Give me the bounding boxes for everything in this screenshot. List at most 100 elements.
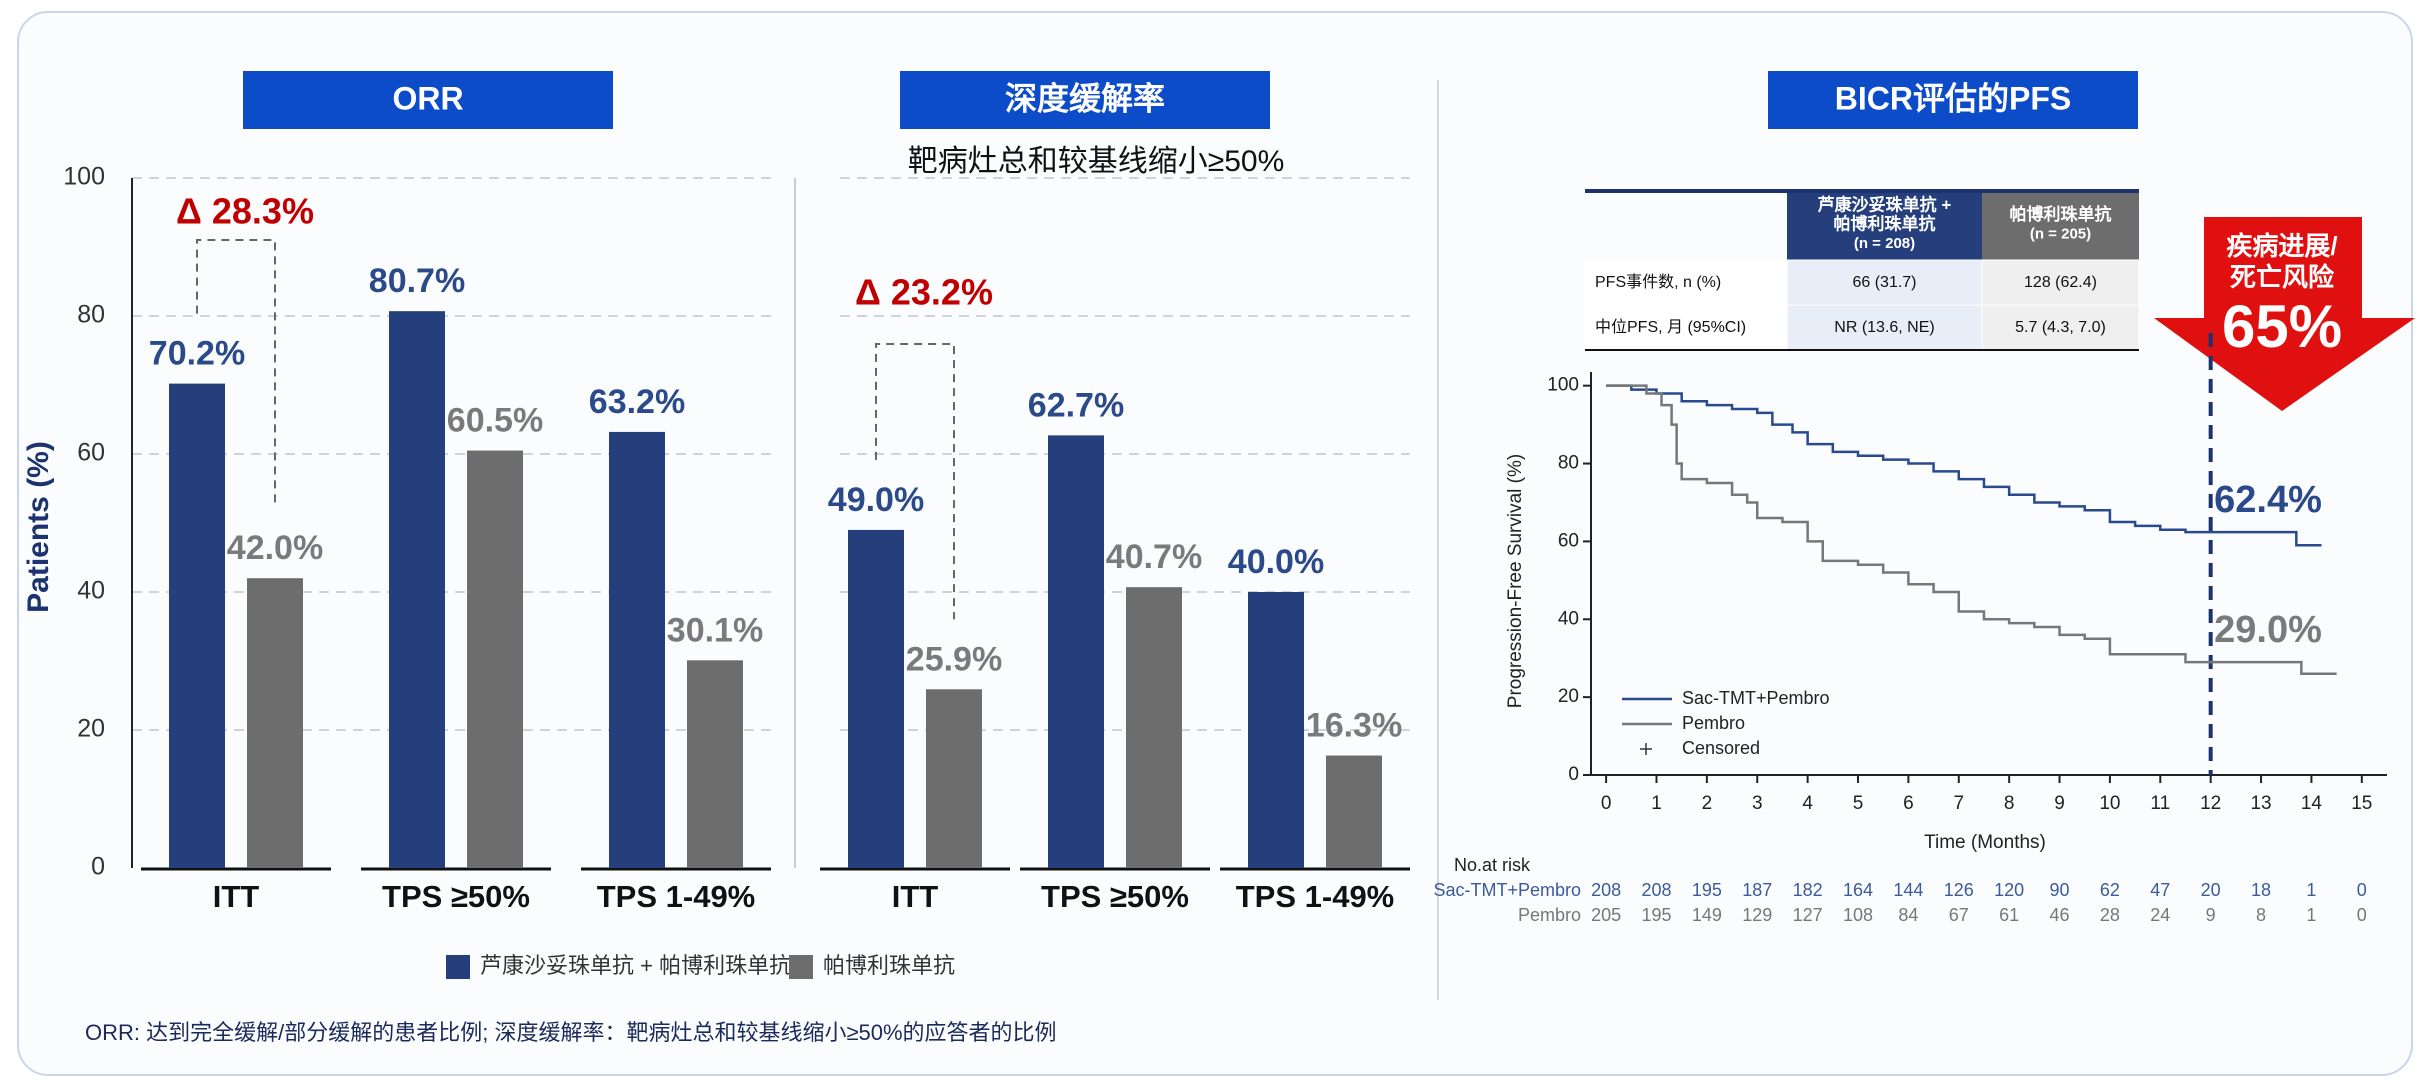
value-label: 40.7% — [1106, 538, 1202, 576]
x-tick-label: 8 — [2004, 793, 2015, 814]
x-tick-label: 15 — [2351, 793, 2372, 814]
risk-count: 46 — [2050, 905, 2070, 925]
table-text: 5.7 (4.3, 7.0) — [2015, 319, 2106, 336]
bar — [1126, 587, 1182, 868]
title-box — [1768, 71, 2138, 129]
bar — [1326, 755, 1382, 868]
risk-count: 187 — [1742, 880, 1772, 900]
risk-name: Pembro — [1518, 905, 1581, 925]
delta-bracket — [196, 239, 276, 509]
risk-count: 182 — [1793, 880, 1823, 900]
x-tick-label: 13 — [2250, 793, 2271, 814]
x-tick-label: TPS 1-49% — [1236, 879, 1395, 914]
value-label: 16.3% — [1306, 707, 1402, 745]
y-tick-label: 100 — [1547, 375, 1579, 396]
bar — [926, 689, 982, 868]
legend-label: 帕博利珠单抗 — [823, 953, 955, 978]
x-axis-label: Time (Months) — [1924, 832, 2046, 853]
y-tick-label: 60 — [1558, 530, 1579, 551]
callout-arrow — [2154, 217, 2415, 411]
legend-label: Pembro — [1682, 713, 1745, 733]
table-header-cell — [1787, 191, 1982, 260]
bar — [169, 383, 225, 868]
bar — [1048, 435, 1104, 868]
risk-count: 144 — [1893, 880, 1923, 900]
risk-count: 67 — [1949, 905, 1969, 925]
risk-count: 108 — [1843, 905, 1873, 925]
y-tick-label: 0 — [1568, 764, 1579, 785]
risk-count: 126 — [1944, 880, 1974, 900]
risk-count: 62 — [2100, 880, 2120, 900]
x-tick-label: 11 — [2150, 793, 2170, 814]
table-header-cell — [1982, 191, 2139, 260]
risk-count: 90 — [2050, 880, 2070, 900]
y-tick-label: 60 — [77, 439, 105, 467]
y-tick-label: 40 — [1558, 608, 1579, 629]
risk-count: 1 — [2306, 880, 2316, 900]
x-tick-label: 7 — [1953, 793, 1964, 814]
x-tick-label: ITT — [892, 879, 939, 914]
legend-label: Censored — [1682, 738, 1760, 758]
value-label: 63.2% — [589, 383, 685, 421]
value-label: 25.9% — [906, 640, 1002, 678]
table-cell — [1584, 259, 1788, 306]
table-text: NR (13.6, NE) — [1834, 319, 1934, 336]
legend-label: 芦康沙妥珠单抗 + 帕博利珠单抗 — [480, 953, 791, 978]
value-label: 42.0% — [227, 529, 323, 567]
risk-count: 18 — [2251, 880, 2271, 900]
risk-count: 8 — [2256, 905, 2266, 925]
title-box — [900, 71, 1270, 129]
survival-curve — [1606, 384, 2322, 547]
risk-count: 195 — [1641, 905, 1671, 925]
bar — [467, 450, 523, 868]
bar — [1248, 592, 1304, 868]
bar — [247, 578, 303, 868]
bar — [609, 431, 665, 868]
y-tick-label: 0 — [91, 853, 105, 881]
legend-swatch — [1640, 743, 1652, 755]
risk-count: 47 — [2150, 880, 2170, 900]
risk-count: 205 — [1591, 905, 1621, 925]
table-header: 帕博利珠单抗 — [1834, 213, 1936, 233]
x-tick-label: 6 — [1903, 793, 1914, 814]
x-tick-label: 2 — [1702, 793, 1713, 814]
callout-text: 疾病进展/ — [2226, 231, 2337, 261]
delta-bracket — [875, 343, 955, 620]
chart-title: BICR评估的PFS — [1835, 80, 2071, 116]
risk-count: 129 — [1742, 905, 1772, 925]
chart-title: ORR — [392, 80, 463, 116]
y-tick-label: 20 — [1558, 686, 1579, 707]
value-label: 62.7% — [1028, 386, 1124, 424]
risk-count: 0 — [2357, 880, 2367, 900]
risk-count: 149 — [1692, 905, 1722, 925]
value-label: 40.0% — [1228, 543, 1324, 581]
value-label: 30.1% — [667, 611, 763, 649]
survival-curve — [1606, 384, 2337, 676]
table-cell — [1981, 304, 2140, 351]
x-tick-label: 3 — [1752, 793, 1763, 814]
table-header: 帕博利珠单抗 — [2010, 204, 2112, 224]
annotation: 29.0% — [2214, 609, 2322, 651]
chart-title: 深度缓解率 — [1005, 80, 1165, 116]
table-cell — [1981, 259, 2140, 306]
risk-count: 120 — [1994, 880, 2024, 900]
table-text: 中位PFS, 月 (95%CI) — [1595, 318, 1746, 336]
x-tick-label: 14 — [2301, 793, 2323, 814]
risk-count: 84 — [1898, 905, 1918, 925]
delta-annotation: Δ 28.3% — [176, 191, 314, 232]
risk-count: 127 — [1793, 905, 1823, 925]
legend-swatch — [446, 955, 470, 979]
footnote: ORR: 达到完全缓解/部分缓解的患者比例; 深度缓解率：靶病灶总和较基线缩小≥… — [85, 1020, 1057, 1045]
chart-subtitle: 靶病灶总和较基线缩小≥50% — [908, 145, 1285, 178]
table-header: (n = 205) — [2030, 225, 2091, 242]
table-cell — [1786, 259, 1983, 306]
risk-count: 28 — [2100, 905, 2120, 925]
value-label: 49.0% — [828, 481, 924, 519]
table-header: 芦康沙妥珠单抗 + — [1818, 194, 1952, 214]
risk-count: 1 — [2306, 905, 2316, 925]
risk-count: 208 — [1591, 880, 1621, 900]
title-box — [243, 71, 613, 129]
table-cell — [1786, 304, 1983, 351]
